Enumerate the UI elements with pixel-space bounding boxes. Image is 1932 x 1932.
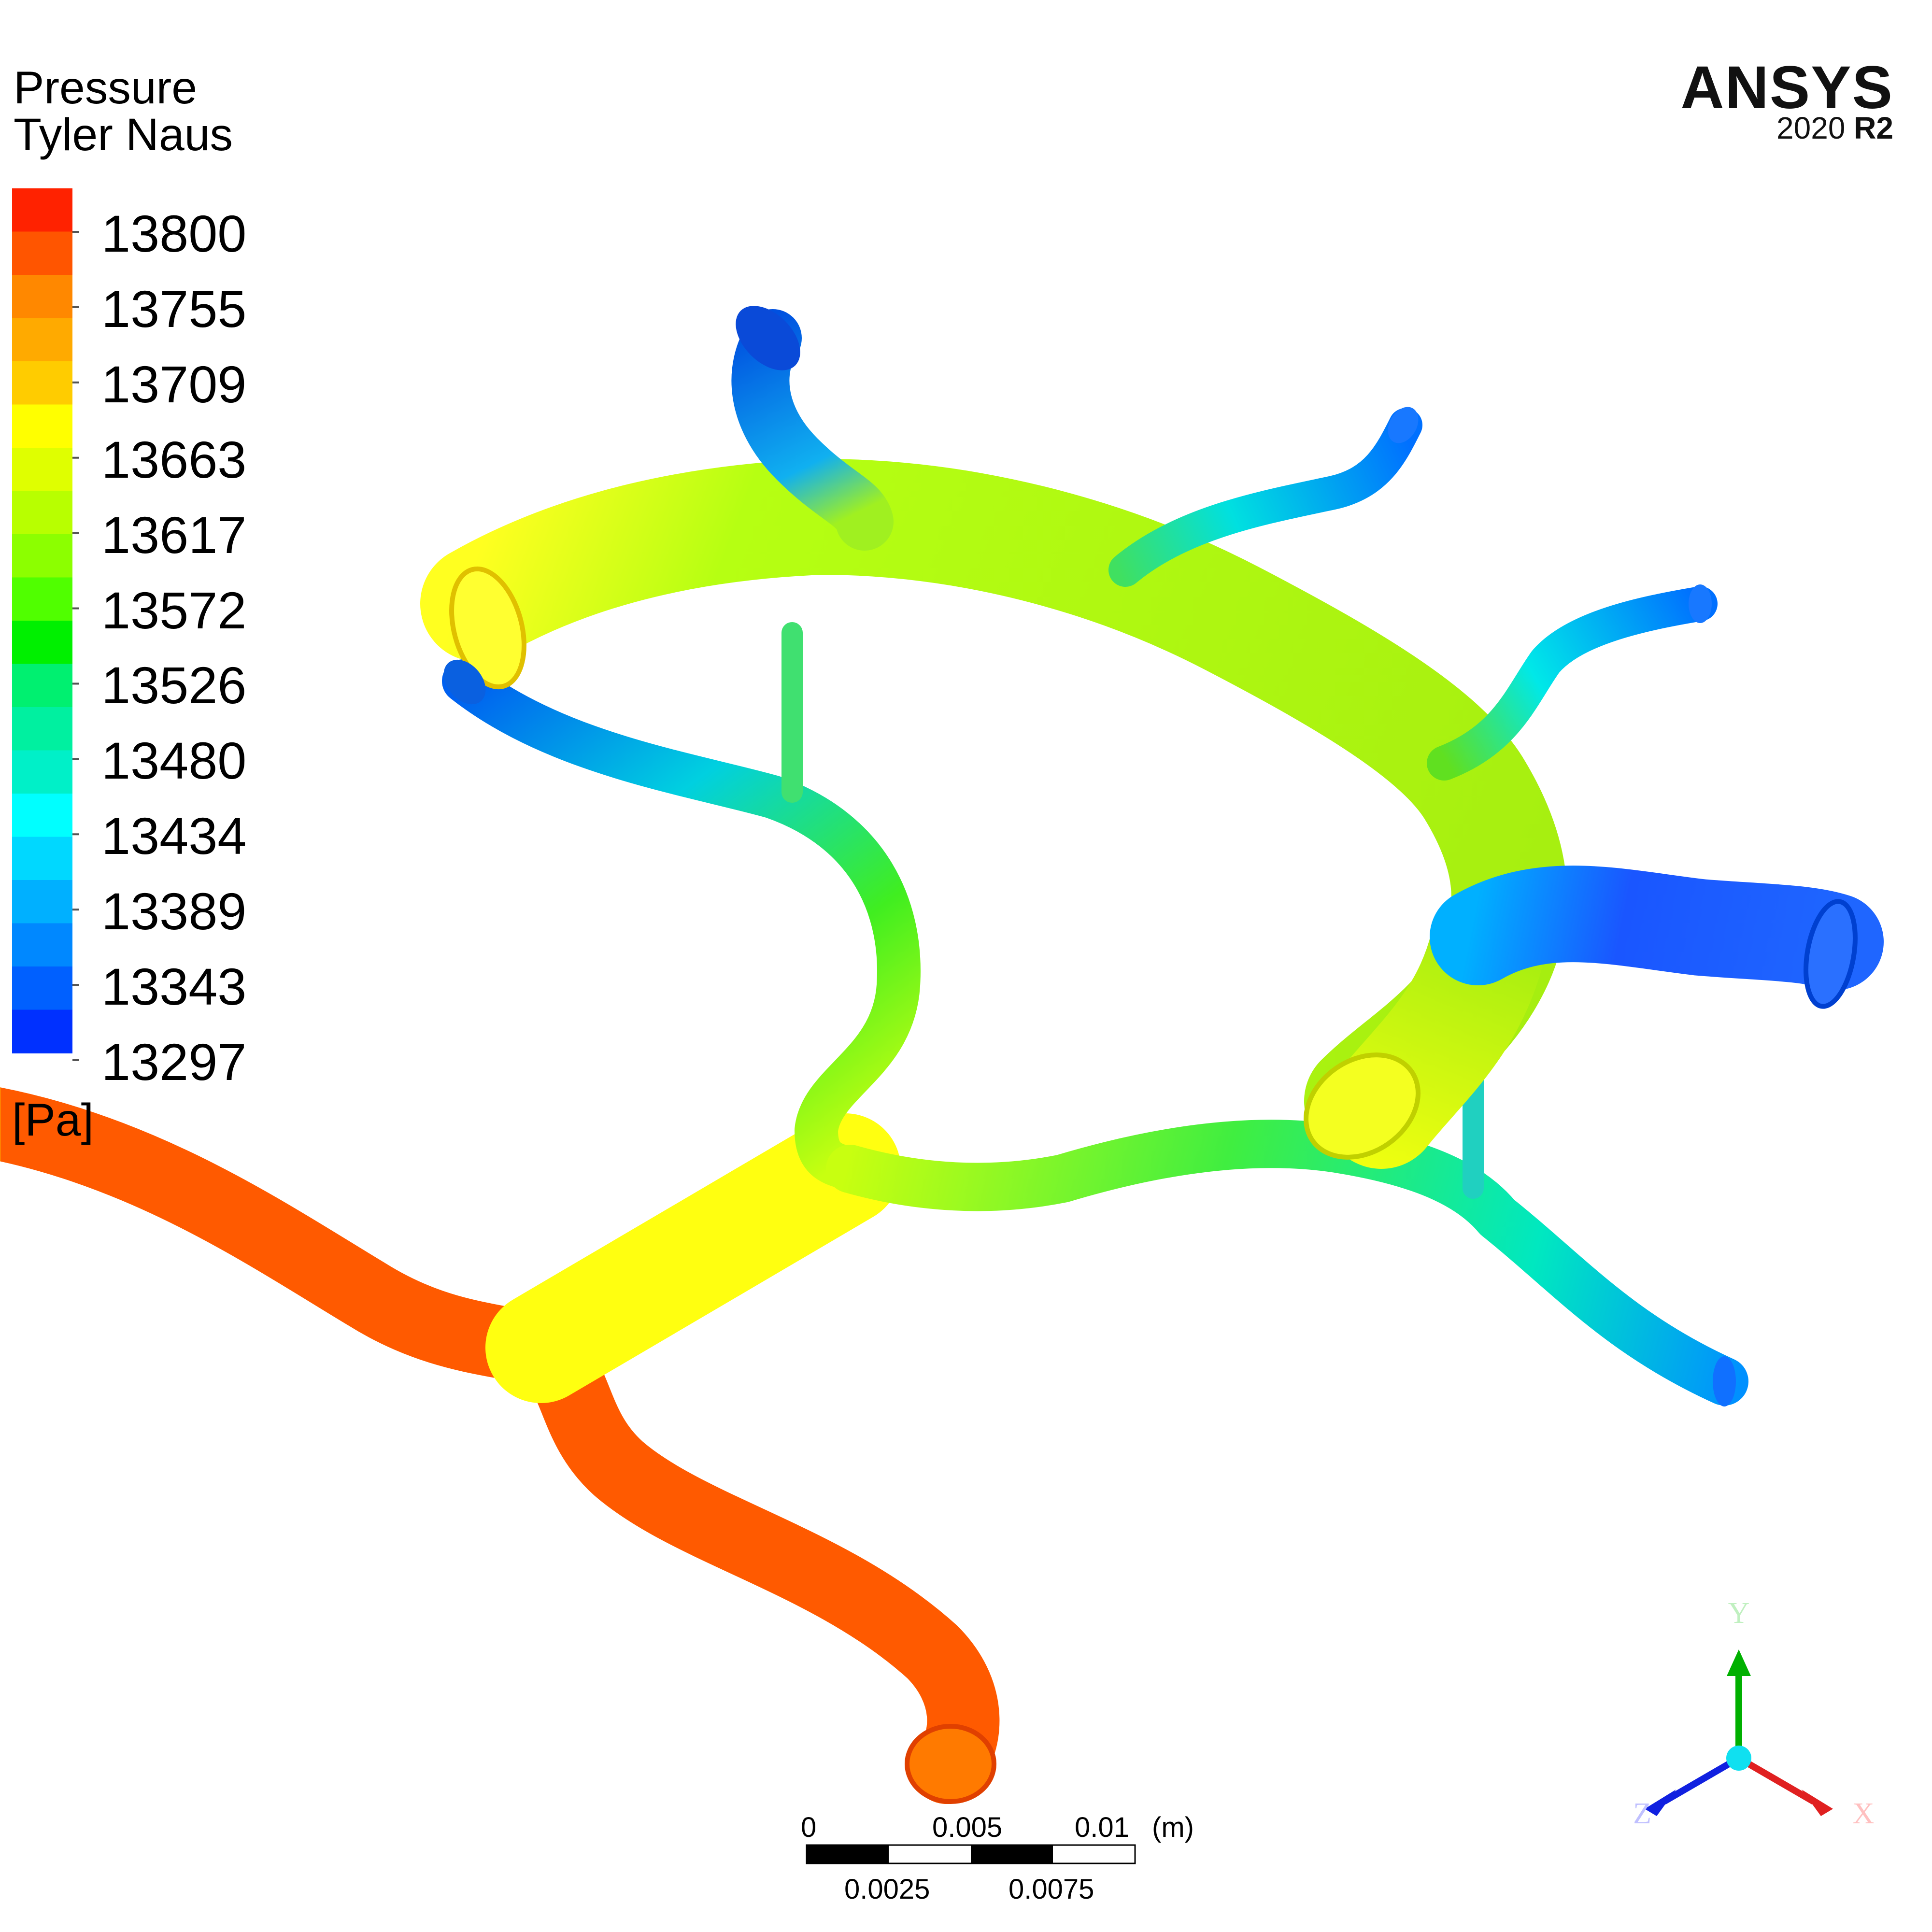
legend-color-band [12, 534, 72, 578]
triad-origin [1726, 1746, 1751, 1771]
legend-variable-title: Pressure [14, 62, 198, 114]
scale-segment-1 [807, 1845, 889, 1863]
vessel-geometry [0, 306, 1884, 1804]
legend-value-label: 13663 [101, 430, 247, 489]
inlet-opening [905, 1724, 996, 1804]
right-branch-vessel [1427, 586, 1718, 781]
ring-right-opening [1304, 1052, 1421, 1160]
z-axis-head [1645, 1790, 1676, 1816]
upper-left-branch-opening [736, 306, 800, 370]
legend-color-band [12, 577, 72, 621]
scale-bar [806, 1844, 1136, 1864]
upper-ring-vessel [420, 459, 1567, 1159]
lower-ring-vessel [826, 1120, 1748, 1406]
scale-unit-label: (m) [1152, 1812, 1194, 1843]
scale-label-0: 0 [801, 1812, 817, 1843]
legend-value-label: 13434 [101, 807, 247, 866]
legend-value-label: 13526 [101, 656, 247, 715]
left-loop-opening [443, 659, 486, 705]
legend-color-band [12, 361, 72, 405]
x-axis-head [1802, 1790, 1833, 1816]
right-outlet-vessel [1430, 866, 1884, 990]
scale-label-00025: 0.0025 [844, 1874, 930, 1905]
upper-right-branch-vessel [1108, 408, 1422, 587]
legend-color-band [12, 966, 72, 1010]
legend-color-band [12, 794, 72, 838]
x-axis-label: X [1853, 1797, 1875, 1830]
right-branch-opening [1689, 584, 1712, 623]
legend-color-bar [12, 188, 72, 1053]
lower-right-opening [1713, 1356, 1736, 1406]
legend-value-label: 13297 [101, 1033, 247, 1091]
z-axis-arrow [1662, 1755, 1741, 1805]
y-axis-head [1727, 1649, 1751, 1676]
legend-color-band [12, 491, 72, 535]
scale-segment-3 [971, 1845, 1053, 1863]
scale-label-00075: 0.0075 [1009, 1874, 1094, 1905]
version-year: 2020 [1776, 111, 1846, 145]
legend-color-band [12, 188, 72, 232]
trunk-vessel [485, 1113, 901, 1403]
upper-left-branch-vessel [731, 309, 894, 551]
legend-color-band [12, 707, 72, 751]
legend-color-band [12, 448, 72, 492]
legend-color-band [12, 837, 72, 881]
scale-label-0005: 0.005 [932, 1812, 1003, 1843]
x-axis-arrow [1737, 1755, 1816, 1805]
right-outlet-opening [1804, 899, 1858, 1009]
legend-color-band [12, 750, 72, 794]
legend-value-label: 13709 [101, 355, 247, 413]
upper-ring-left-opening [449, 566, 526, 690]
axis-triad: Y X Z [1633, 1597, 1874, 1830]
upper-right-branch-opening [1388, 407, 1419, 443]
legend-color-band [12, 275, 72, 319]
legend-color-band [12, 231, 72, 275]
color-legend [12, 188, 79, 1061]
legend-color-band [12, 404, 72, 448]
legend-value-label: 13617 [101, 505, 247, 564]
legend-value-label: 13800 [101, 204, 247, 263]
legend-value-label: 13480 [101, 731, 247, 790]
legend-color-band [12, 318, 72, 362]
left-loop-vessel [442, 659, 921, 1191]
legend-color-band [12, 880, 72, 924]
legend-unit: [Pa] [12, 1094, 94, 1146]
legend-value-label: 13389 [101, 882, 247, 941]
legend-value-label: 13755 [101, 279, 247, 338]
legend-value-label: 13572 [101, 581, 247, 639]
z-axis-label: Z [1633, 1797, 1651, 1830]
legend-color-band [12, 923, 72, 967]
ansys-logo: ANSYS [1680, 54, 1893, 121]
legend-ticks [72, 231, 79, 1061]
legend-color-band [12, 621, 72, 665]
legend-author: Tyler Naus [14, 109, 233, 160]
legend-value-label: 13343 [101, 957, 247, 1016]
y-axis-label: Y [1728, 1597, 1750, 1630]
legend-color-band [12, 664, 72, 708]
scale-label-001: 0.01 [1075, 1812, 1129, 1843]
ansys-version: 2020 R2 [1776, 110, 1893, 146]
version-release: R2 [1854, 111, 1893, 145]
legend-color-band [12, 1009, 72, 1053]
